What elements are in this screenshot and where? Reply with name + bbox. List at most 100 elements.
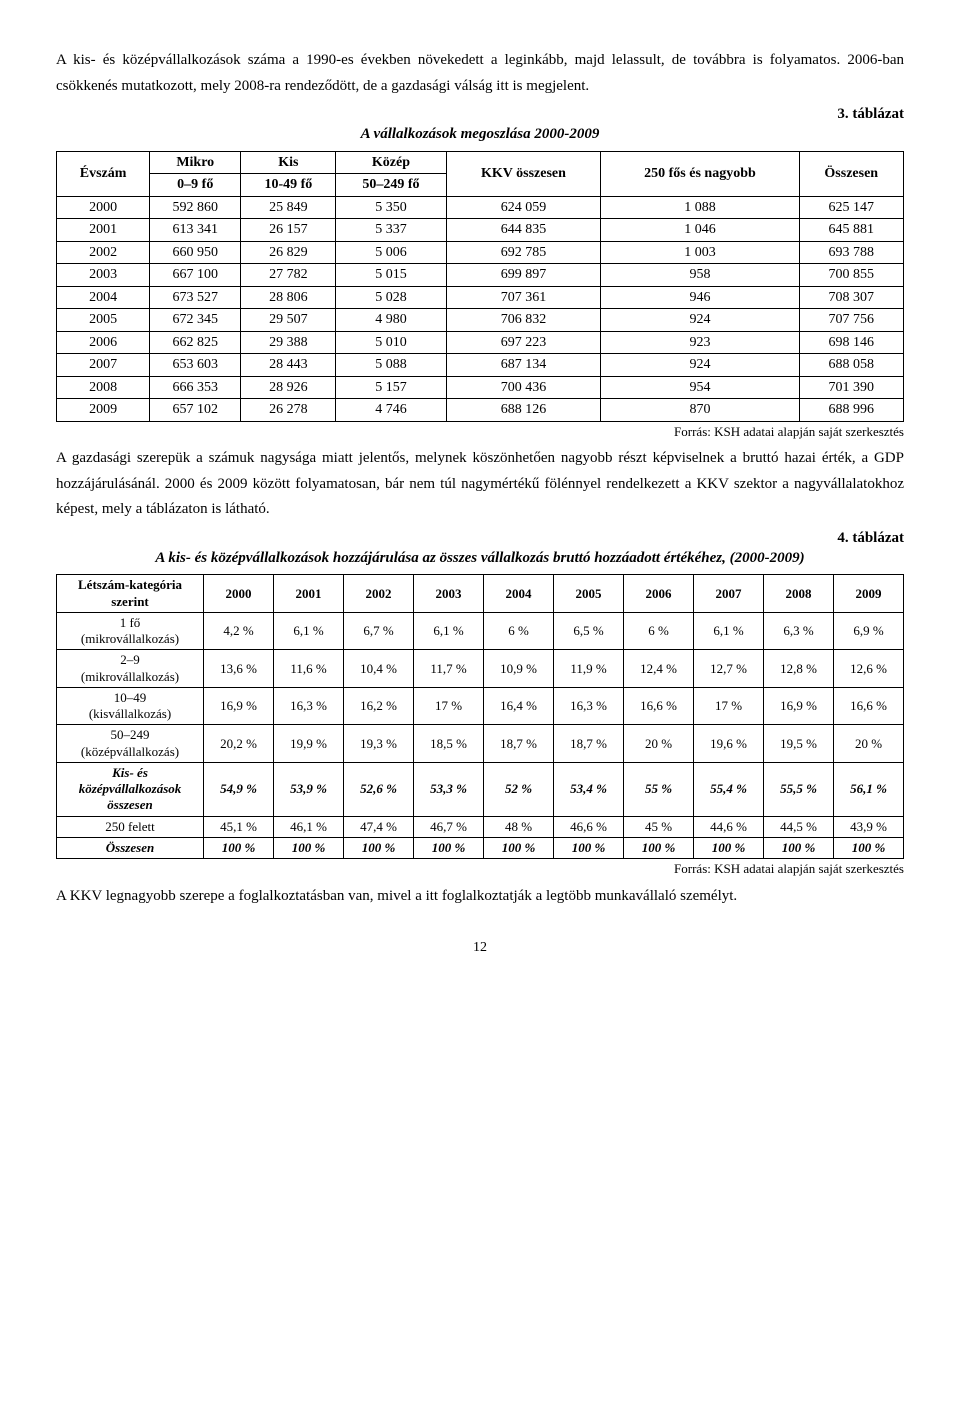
table-cell: 660 950 — [150, 241, 241, 264]
table-cell: 673 527 — [150, 286, 241, 309]
table-cell: 53,4 % — [554, 762, 624, 816]
table-cell: 688 996 — [799, 399, 904, 422]
table-cell: 2003 — [57, 264, 150, 287]
table-cell: 5 010 — [336, 331, 446, 354]
table-cell: 592 860 — [150, 196, 241, 219]
table-row: 1 fő (mikrovállalkozás)4,2 %6,1 %6,7 %6,… — [57, 612, 904, 650]
table-cell: 6 % — [484, 612, 554, 650]
table-cell: 6,9 % — [834, 612, 904, 650]
table-cell: 29 388 — [241, 331, 336, 354]
table-cell: 13,6 % — [204, 650, 274, 688]
table-cell: 699 897 — [446, 264, 601, 287]
row-label: 10–49 (kisvállalkozás) — [57, 687, 204, 725]
table-cell: 45,1 % — [204, 816, 274, 837]
table-cell: 45 % — [624, 816, 694, 837]
table-cell: 697 223 — [446, 331, 601, 354]
table-row: Kis- és középvállalkozások összesen54,9 … — [57, 762, 904, 816]
table-cell: 55,4 % — [694, 762, 764, 816]
table-cell: 708 307 — [799, 286, 904, 309]
table-cell: 2001 — [57, 219, 150, 242]
table-cell: 954 — [601, 376, 799, 399]
table-cell: 18,5 % — [414, 725, 484, 763]
paragraph-2: A gazdasági szerepük a számuk nagysága m… — [56, 446, 904, 523]
table-cell: 46,6 % — [554, 816, 624, 837]
page-number: 12 — [56, 936, 904, 960]
table1-source: Forrás: KSH adatai alapján saját szerkes… — [56, 424, 904, 441]
table-cell: 5 157 — [336, 376, 446, 399]
t1-h-50249: 50–249 fő — [336, 174, 446, 197]
t1-h-09: 0–9 fő — [150, 174, 241, 197]
table-cell: 28 443 — [241, 354, 336, 377]
table-cell: 700 855 — [799, 264, 904, 287]
table2-body: 1 fő (mikrovállalkozás)4,2 %6,1 %6,7 %6,… — [57, 612, 904, 858]
table-cell: 46,1 % — [274, 816, 344, 837]
table-cell: 27 782 — [241, 264, 336, 287]
table-cell: 667 100 — [150, 264, 241, 287]
table-cell: 923 — [601, 331, 799, 354]
table-cell: 12,7 % — [694, 650, 764, 688]
table-cell: 672 345 — [150, 309, 241, 332]
table-cell: 16,6 % — [624, 687, 694, 725]
table-cell: 688 058 — [799, 354, 904, 377]
table-cell: 613 341 — [150, 219, 241, 242]
table1-head: Évszám Mikro Kis Közép KKV összesen 250 … — [57, 151, 904, 196]
table-cell: 16,9 % — [764, 687, 834, 725]
table-cell: 645 881 — [799, 219, 904, 242]
table-row: 10–49 (kisvállalkozás) 16,9 % 16,3 % 16,2 %… — [57, 687, 904, 725]
table-cell: 28 806 — [241, 286, 336, 309]
t1-h-1049: 10-49 fő — [241, 174, 336, 197]
table-cell: 16,4 % — [484, 687, 554, 725]
table-cell: 6,3 % — [764, 612, 834, 650]
table-cell: 53,9 % — [274, 762, 344, 816]
table-row: 2000592 86025 8495 350624 0591 088625 14… — [57, 196, 904, 219]
table-cell: 44,6 % — [694, 816, 764, 837]
table-header-cell: 2007 — [694, 575, 764, 613]
table-cell: 29 507 — [241, 309, 336, 332]
row-label: Összesen — [57, 837, 204, 858]
table-cell: 100 % — [204, 837, 274, 858]
table-header-cell: 2006 — [624, 575, 694, 613]
table-cell: 625 147 — [799, 196, 904, 219]
table-cell: 17 % — [414, 687, 484, 725]
table-header-cell: 2003 — [414, 575, 484, 613]
table-cell: 2005 — [57, 309, 150, 332]
table-cell: 688 126 — [446, 399, 601, 422]
table-cell: 11,6 % — [274, 650, 344, 688]
table-row: 2004673 52728 8065 028707 361946708 307 — [57, 286, 904, 309]
t1-h-mikro: Mikro — [150, 151, 241, 174]
table-cell: 1 046 — [601, 219, 799, 242]
table1-title: A vállalkozások megoszlása 2000-2009 — [56, 125, 904, 145]
table-cell: 2004 — [57, 286, 150, 309]
table-cell: 5 337 — [336, 219, 446, 242]
table-cell: 17 % — [694, 687, 764, 725]
table-cell: 12,8 % — [764, 650, 834, 688]
table-cell: 44,5 % — [764, 816, 834, 837]
table-row: 50–249 (középvállalkozás)20,2 %19,9 %19,… — [57, 725, 904, 763]
table-cell: 624 059 — [446, 196, 601, 219]
t1-h-kozep: Közép — [336, 151, 446, 174]
t1-h-evszam: Évszám — [57, 151, 150, 196]
table-cell: 5 006 — [336, 241, 446, 264]
table-cell: 5 015 — [336, 264, 446, 287]
table-cell: 698 146 — [799, 331, 904, 354]
table-cell: 16,6 % — [834, 687, 904, 725]
table-cell: 2000 — [57, 196, 150, 219]
table-row: 2001613 34126 1575 337644 8351 046645 88… — [57, 219, 904, 242]
table-cell: 52,6 % — [344, 762, 414, 816]
table-cell: 46,7 % — [414, 816, 484, 837]
table-cell: 5 350 — [336, 196, 446, 219]
table-cell: 11,9 % — [554, 650, 624, 688]
table-cell: 2008 — [57, 376, 150, 399]
table-cell: 16,3 % — [554, 687, 624, 725]
row-label: 2–9 (mikrovállalkozás) — [57, 650, 204, 688]
table-cell: 707 361 — [446, 286, 601, 309]
table-cell: 4 746 — [336, 399, 446, 422]
table2-source: Forrás: KSH adatai alapján saját szerkes… — [56, 861, 904, 878]
table1-label: 3. táblázat — [56, 105, 904, 123]
table-cell: 16,2 % — [344, 687, 414, 725]
table-cell: 100 % — [764, 837, 834, 858]
table-cell: 1 003 — [601, 241, 799, 264]
table-cell: 54,9 % — [204, 762, 274, 816]
table-cell: 6,1 % — [414, 612, 484, 650]
table-header-cell: 2001 — [274, 575, 344, 613]
